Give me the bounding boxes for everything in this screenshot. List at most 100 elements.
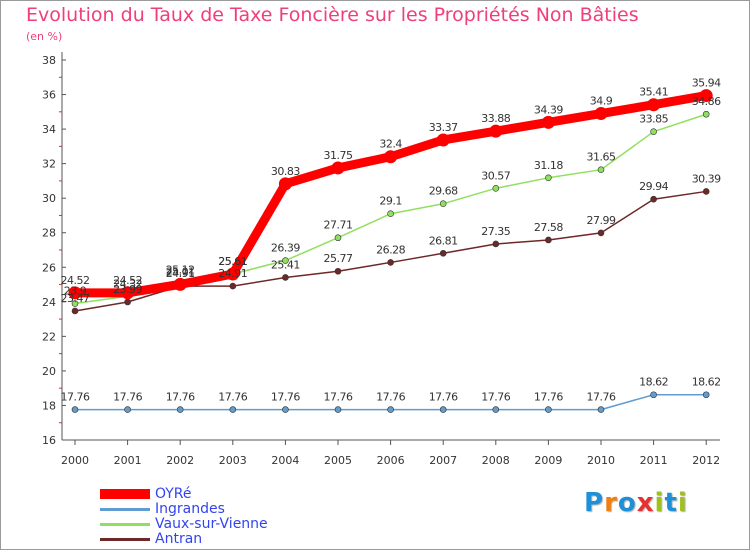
logo-letter: x [636,488,655,518]
data-point-antran-2010 [597,229,605,237]
data-label-oyre-2002: 25.01 [166,265,195,278]
data-label-antran-2006: 26.28 [376,243,405,256]
data-label-vaux-sur-vienne-2003: 25.61 [218,255,247,268]
y-tick-label-32: 32 [42,158,56,171]
y-tick-label-16: 16 [42,434,56,447]
legend-label-vaux-sur-vienne: Vaux-sur-Vienne [155,516,268,532]
data-label-antran-2005: 25.77 [324,252,353,265]
data-label-oyre-2001: 24.52 [113,274,142,287]
legend-swatch-vaux-sur-vienne [100,522,150,526]
x-tick-label-2008: 2008 [482,454,510,467]
logo-letter: o [617,488,637,518]
data-point-vaux-sur-vienne-2009 [545,174,552,182]
data-point-oyre-2004 [278,177,292,191]
data-point-antran-2012 [702,188,710,195]
legend-label-ingrandes: Ingrandes [155,501,225,517]
x-tick-label-2005: 2005 [324,454,352,467]
data-label-antran-2007: 26.81 [429,234,458,247]
x-tick-label-2006: 2006 [377,454,405,467]
x-tick-label-2003: 2003 [219,454,247,467]
legend-label-antran: Antran [155,531,203,547]
x-tick-label-2002: 2002 [166,454,194,467]
data-points [68,89,713,413]
data-label-antran-2000: 23.47 [61,292,90,305]
data-point-antran-2004 [282,274,289,281]
data-label-oyre-2011: 35.41 [639,86,668,99]
legend-item-vaux-sur-vienne: Vaux-sur-Vienne [100,517,268,531]
data-label-ingrandes-2003: 17.76 [218,391,247,404]
x-tick-label-2009: 2009 [534,454,562,467]
data-point-antran-2009 [545,236,552,244]
data-point-vaux-sur-vienne-2010 [597,166,605,173]
legend-item-antran: Antran [100,532,202,546]
data-point-oyre-2012 [699,89,713,103]
data-label-ingrandes-2000: 17.76 [61,391,90,404]
legend-swatch-ingrandes [100,507,150,511]
data-label-antran-2008: 27.35 [481,225,510,238]
data-point-antran-2006 [387,259,394,266]
data-point-ingrandes-2011 [650,391,657,399]
data-label-vaux-sur-vienne-2008: 30.57 [481,169,510,182]
data-point-antran-2007 [439,249,447,257]
data-point-vaux-sur-vienne-2006 [387,210,394,218]
data-point-ingrandes-2005 [334,406,342,413]
y-tick-label-34: 34 [42,123,56,136]
data-label-ingrandes-2008: 17.76 [481,391,510,404]
data-point-antran-2001 [124,298,131,306]
data-label-antran-2009: 27.58 [534,221,563,234]
data-point-ingrandes-2001 [124,406,131,413]
data-label-antran-2002: 24.91 [166,267,195,280]
data-label-vaux-sur-vienne-2005: 27.71 [324,219,353,232]
data-point-vaux-sur-vienne-2000 [71,300,79,307]
data-label-vaux-sur-vienne-2007: 29.68 [429,185,458,198]
legend-swatch-antran [100,537,150,541]
data-label-ingrandes-2005: 17.76 [324,391,353,404]
data-point-oyre-2008 [489,124,503,138]
data-label-ingrandes-2004: 17.76 [271,391,300,404]
data-point-ingrandes-2007 [439,406,447,413]
data-label-vaux-sur-vienne-2002: 25.12 [166,263,195,276]
data-label-ingrandes-2010: 17.76 [587,391,616,404]
data-point-oyre-2011 [647,98,661,112]
data-point-ingrandes-2008 [492,406,500,413]
logo-letter: t [664,488,678,518]
y-tick-label-22: 22 [42,330,56,343]
data-label-antran-2012: 30.39 [692,172,721,185]
data-point-ingrandes-2004 [282,406,289,413]
data-label-ingrandes-2001: 17.76 [113,391,142,404]
data-point-ingrandes-2000 [71,406,79,413]
x-tick-label-2001: 2001 [114,454,142,467]
data-label-antran-2003: 24.91 [218,267,247,280]
x-tick-label-2010: 2010 [587,454,615,467]
data-point-oyre-2010 [594,107,608,121]
data-label-ingrandes-2012: 18.62 [692,376,721,389]
data-label-ingrandes-2006: 17.76 [376,391,405,404]
y-tick-label-28: 28 [42,227,56,240]
data-label-oyre-2010: 34.9 [590,95,613,108]
data-point-vaux-sur-vienne-2011 [650,128,657,135]
data-point-ingrandes-2010 [597,406,605,413]
data-point-ingrandes-2003 [229,406,237,413]
data-point-oyre-2001 [121,286,135,300]
data-point-vaux-sur-vienne-2004 [282,257,289,264]
data-label-oyre-2009: 34.39 [534,103,563,116]
legend-swatch-oyre [100,489,150,499]
data-label-ingrandes-2011: 18.62 [639,376,668,389]
data-label-oyre-2006: 32.4 [379,138,402,151]
proxiti-logo: Proxiti [584,488,688,518]
data-label-oyre-2005: 31.75 [324,149,353,162]
data-label-antran-2010: 27.99 [587,214,616,227]
y-tick-label-24: 24 [42,296,56,309]
data-label-oyre-2012: 35.94 [692,77,721,90]
data-label-vaux-sur-vienne-2011: 33.85 [639,113,668,126]
data-label-antran-2001: 23.99 [113,283,142,296]
data-point-vaux-sur-vienne-2008 [492,185,500,192]
data-point-ingrandes-2006 [387,406,394,413]
data-label-vaux-sur-vienne-2001: 24.32 [113,277,142,290]
data-label-ingrandes-2007: 17.76 [429,391,458,404]
data-label-oyre-2004: 30.83 [271,165,300,178]
legend-item-oyre: OYRé [100,487,192,501]
data-label-vaux-sur-vienne-2006: 29.1 [379,195,402,208]
